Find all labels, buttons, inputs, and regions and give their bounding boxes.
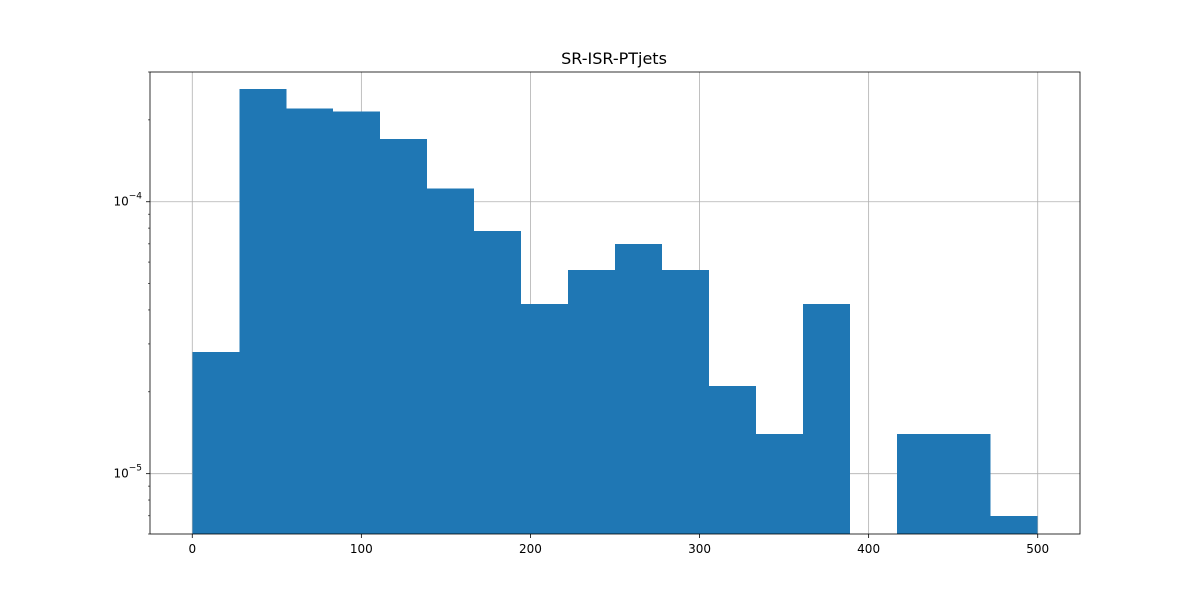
histogram-bar <box>239 88 287 535</box>
histogram-bar <box>192 352 240 534</box>
histogram-bar <box>802 304 850 534</box>
histogram-bar <box>896 433 944 534</box>
bars <box>192 88 1038 535</box>
histogram-bar <box>615 243 663 535</box>
histogram-bar <box>380 139 428 535</box>
histogram-bar <box>286 108 334 534</box>
x-tick-label: 0 <box>188 542 196 556</box>
histogram-bar <box>567 270 615 534</box>
y-tick-label: 10−5 <box>113 464 142 481</box>
y-tick-label: 10−4 <box>113 192 142 209</box>
histogram-bar <box>755 433 803 534</box>
plot-frame <box>149 71 1081 535</box>
x-tick-label: 500 <box>1026 542 1049 556</box>
chart-title: SR-ISR-PTjets <box>561 49 667 68</box>
histogram-bar <box>333 111 381 535</box>
x-tick-label: 300 <box>688 542 711 556</box>
histogram-bar <box>709 386 756 534</box>
histogram-bar <box>520 304 568 534</box>
histogram-bar <box>427 188 475 534</box>
histogram-bar <box>943 433 991 534</box>
x-tick-label: 200 <box>519 542 542 556</box>
axes: 0 100 200 300 400 500 10−5 10−4 <box>113 71 1081 556</box>
x-tick-label: 100 <box>350 542 373 556</box>
histogram-bar <box>474 231 521 534</box>
histogram-bar <box>990 515 1038 534</box>
histogram-bar <box>662 270 710 534</box>
x-tick-label: 400 <box>857 542 880 556</box>
